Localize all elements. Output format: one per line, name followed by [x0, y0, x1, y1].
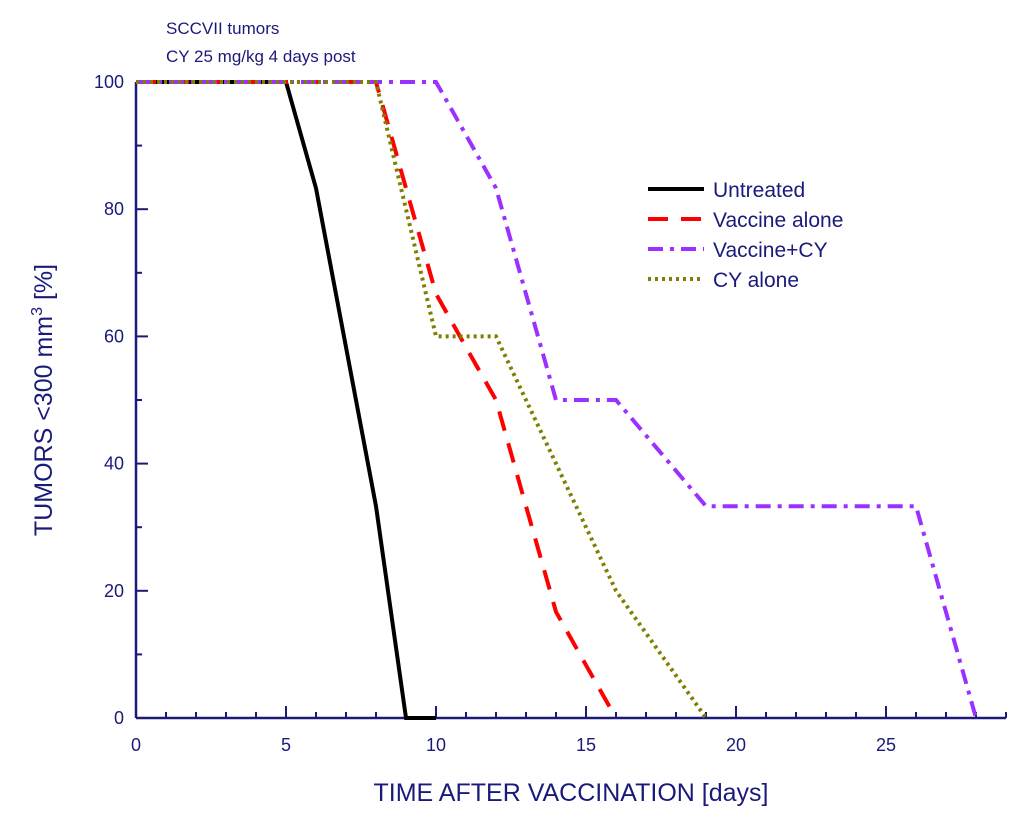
x-tick-label: 0 — [131, 735, 141, 755]
annotation-cy-dose: CY 25 mg/kg 4 days post — [166, 47, 356, 66]
legend-label-3: CY alone — [713, 269, 799, 292]
y-tick-label: 20 — [104, 581, 124, 601]
y-axis-tick-labels: 0 20 40 60 80 100 — [94, 72, 124, 728]
annotation-tumor-type: SCCVII tumors — [166, 19, 279, 38]
y-tick-label: 0 — [114, 708, 124, 728]
x-tick-label: 25 — [876, 735, 896, 755]
x-axis-ticks — [135, 706, 1007, 718]
legend-label-0: Untreated — [713, 179, 805, 202]
x-tick-label: 10 — [426, 735, 446, 755]
series-line-0 — [136, 80, 436, 720]
y-axis-title-superscript: 3 — [29, 307, 46, 316]
y-axis-ticks — [136, 81, 148, 719]
x-axis-tick-labels: 0 5 10 15 20 25 — [131, 735, 896, 755]
series-line-3 — [136, 80, 708, 720]
legend-label-2: Vaccine+CY — [713, 239, 828, 262]
x-tick-label: 15 — [576, 735, 596, 755]
y-tick-label: 80 — [104, 199, 124, 219]
series-line-1 — [136, 80, 618, 719]
y-tick-label: 60 — [104, 326, 124, 346]
legend: Untreated Vaccine alone Vaccine+CY CY alone — [648, 179, 843, 292]
y-axis-title-main: TUMORS <300 mm — [30, 316, 58, 536]
y-axis-title-unit: [%] — [30, 264, 58, 307]
legend-label-1: Vaccine alone — [713, 209, 843, 232]
y-tick-label: 40 — [104, 454, 124, 474]
series-lines — [136, 80, 978, 720]
x-tick-label: 5 — [281, 735, 291, 755]
y-tick-label: 100 — [94, 72, 124, 92]
y-axis-title: TUMORS <300 mm3 [%] — [29, 264, 58, 536]
series-line-2 — [136, 80, 978, 719]
x-tick-label: 20 — [726, 735, 746, 755]
x-axis-title: TIME AFTER VACCINATION [days] — [374, 779, 769, 807]
